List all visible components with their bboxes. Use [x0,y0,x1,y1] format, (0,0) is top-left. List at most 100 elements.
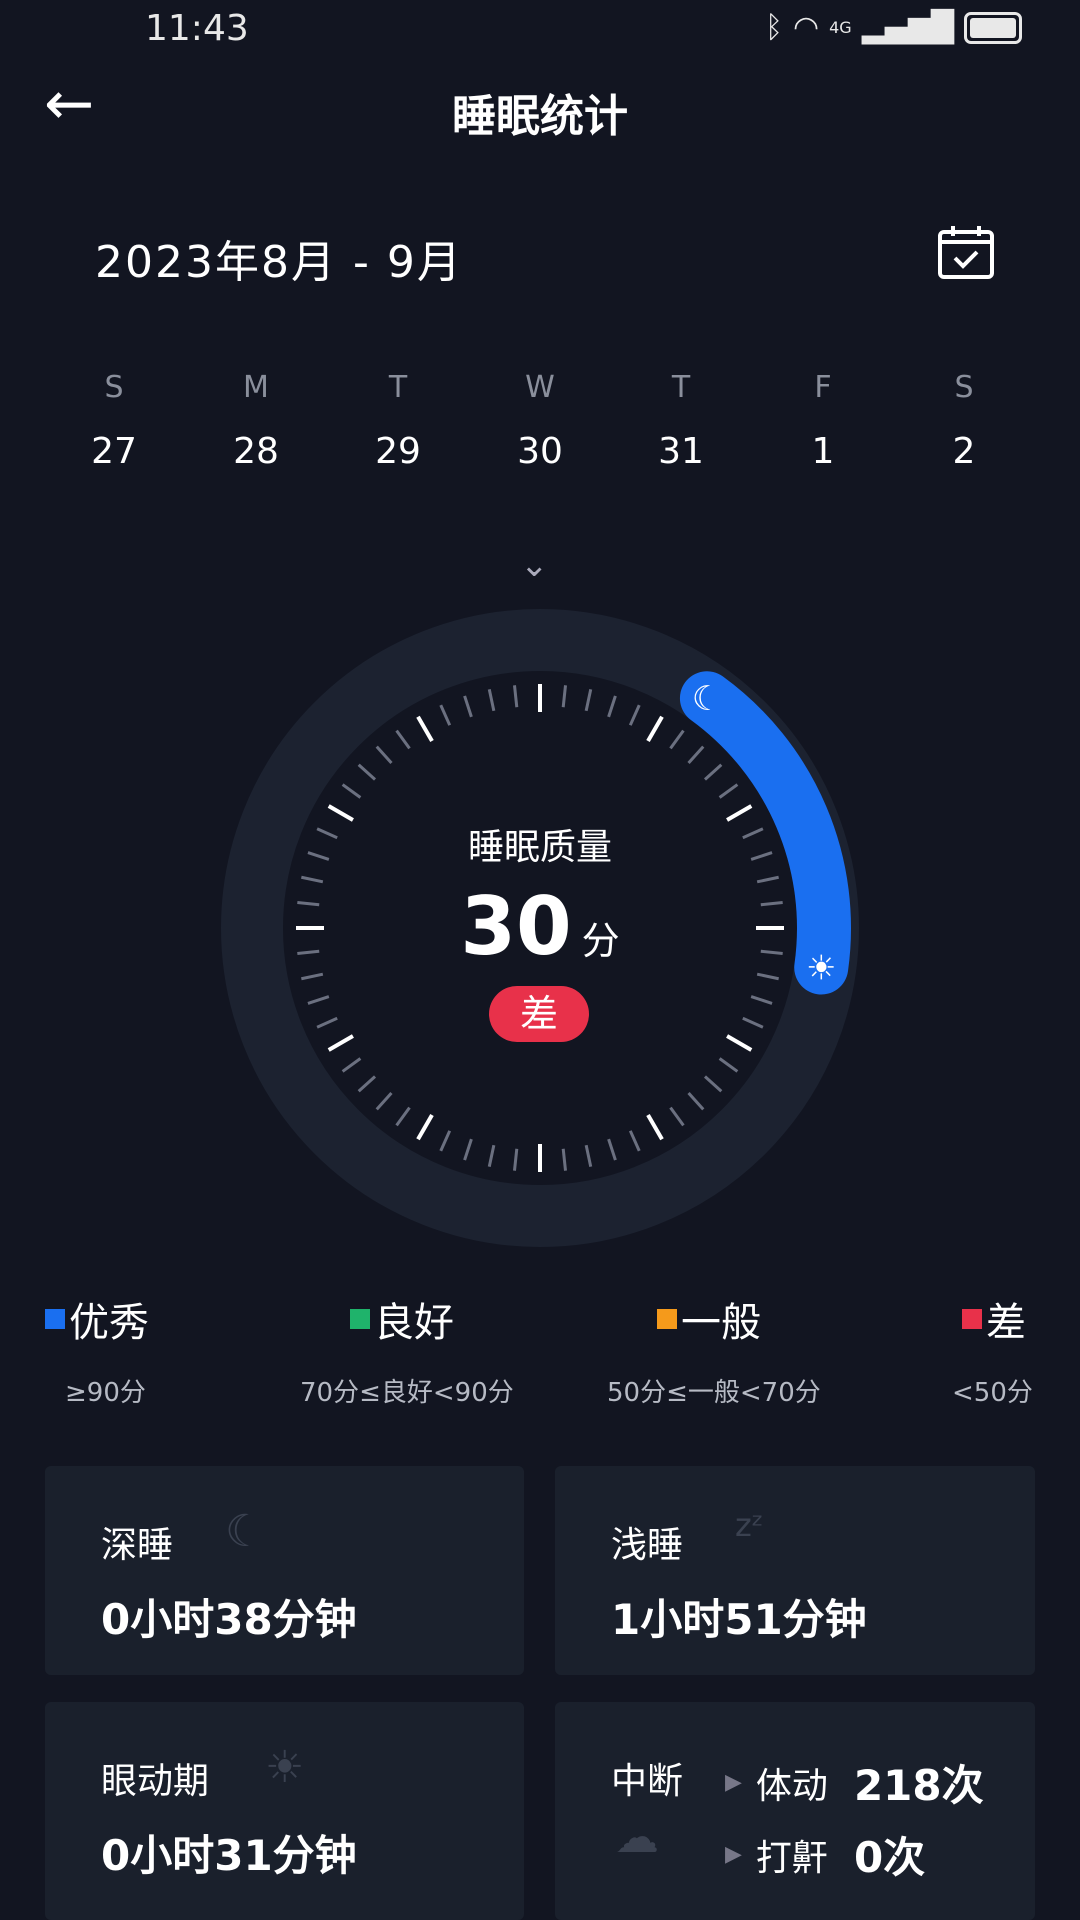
day-27[interactable]: S 27 [64,370,164,472]
back-button[interactable]: ← [44,72,94,136]
dial-tick [375,1091,393,1111]
dial-tick [561,1148,567,1171]
legend-label: 差 [986,1300,1026,1346]
day-28[interactable]: M 28 [206,370,306,472]
dial-tick [307,851,330,861]
dial-tick [416,1114,434,1141]
card-value: 0小时38分钟 [101,1595,357,1644]
dial-tick [357,763,377,781]
moon-icon: ☾ [225,1506,265,1557]
dial-tick [513,1148,519,1171]
dial-tick [760,901,783,907]
dial-tick [750,995,773,1005]
weekday-label: F [814,370,832,405]
day-number: 31 [658,431,704,472]
legend-swatch [350,1309,370,1329]
dial-tick [756,972,779,981]
legend-label: 优秀 [69,1300,149,1346]
dial-tick [760,949,783,955]
chevron-down-icon[interactable]: ⌄ [520,545,549,585]
page-title: 睡眠统计 [452,91,628,142]
dial-tick [607,695,617,718]
arrow-right-icon: ▶ [725,1770,742,1795]
day-number: 1 [811,431,835,472]
rem-card[interactable]: 眼动期 ☀ 0小时31分钟 [45,1702,524,1920]
light-sleep-card[interactable]: 浅睡 zᶻ 1小时51分钟 [555,1466,1035,1675]
legend-item: 差 <50分 [952,1290,1080,1409]
dial-tick [301,972,324,981]
card-title: 中断 [611,1761,684,1802]
dial-tick [316,827,338,840]
battery-icon [964,11,1022,44]
weekday-label: W [525,370,555,405]
snore-value: 0次 [853,1833,926,1882]
cloud-icon: ☁ [615,1812,659,1863]
sunrise-icon: ☀ [265,1742,305,1793]
dial-tick [395,1106,411,1127]
day-number: 29 [375,431,421,472]
dial-tick [487,689,496,712]
dial-tick [718,1057,739,1073]
status-time: 11:43 [145,8,249,49]
dial-tick [703,763,723,781]
card-value: 1小时51分钟 [611,1595,867,1644]
dial-tick [301,875,324,884]
dial-tick [584,689,593,712]
card-title: 浅睡 [611,1525,684,1566]
day-number: 2 [952,431,976,472]
moon-icon: ☾ [692,679,722,719]
weekday-label: S [954,370,974,405]
wifi-icon: ◠ [792,10,820,45]
weekday-label: M [243,370,269,405]
dial-tick [487,1144,496,1167]
deep-sleep-card[interactable]: 深睡 ☾ 0小时38分钟 [45,1466,524,1675]
dial-tick [669,1106,685,1127]
legend-label: 一般 [681,1300,761,1346]
legend-swatch [657,1309,677,1329]
card-title: 深睡 [101,1525,174,1566]
dial-tick [607,1138,617,1161]
rating-badge: 差 [489,986,589,1042]
day-29[interactable]: T 29 [348,370,448,472]
dial-tick [646,715,664,742]
bluetooth-icon: ᛒ [764,10,783,45]
dial-tick [669,729,685,750]
weekday-label: T [671,370,691,405]
day-31[interactable]: T 31 [631,370,731,472]
day-30[interactable]: W 30 [490,370,590,472]
movement-label: 体动 [755,1765,828,1807]
dial-tick [297,949,320,955]
dial-tick [327,804,354,822]
dial-tick [513,685,519,708]
network-label: 4G [829,18,852,37]
dial-tick [718,783,739,799]
card-value: 0小时31分钟 [101,1831,357,1880]
legend-swatch [45,1309,65,1329]
dial-tick [742,1016,764,1029]
interruption-card[interactable]: 中断 ☁ ▶ 体动 218次 ▶ 打鼾 0次 [555,1702,1035,1920]
arrow-left-icon: ← [44,69,95,139]
legend-range: ≥90分 [65,1378,146,1408]
weekday-label: S [104,370,124,405]
dial-tick [375,745,393,765]
score-unit: 分 [581,919,620,963]
dial-tick [756,875,779,884]
calendar-check-icon[interactable] [937,224,995,280]
dial-tick [463,1138,473,1161]
arrow-right-icon: ▶ [725,1842,742,1867]
day-number: 28 [233,431,279,472]
legend-swatch [962,1309,982,1329]
dial-tick [297,901,320,907]
date-range: 2023年8月 - 9月 [95,237,463,288]
dial-tick [750,851,773,861]
dial-tick [726,1034,753,1052]
legend-item: 良好 70分≤良好<90分 [300,1290,650,1409]
legend-item: 优秀 ≥90分 [45,1290,345,1409]
gauge-label: 睡眠质量 [467,827,612,868]
dial-tick [561,685,567,708]
weekday-label: T [388,370,408,405]
dial-tick [341,783,362,799]
day-number: 27 [91,431,137,472]
